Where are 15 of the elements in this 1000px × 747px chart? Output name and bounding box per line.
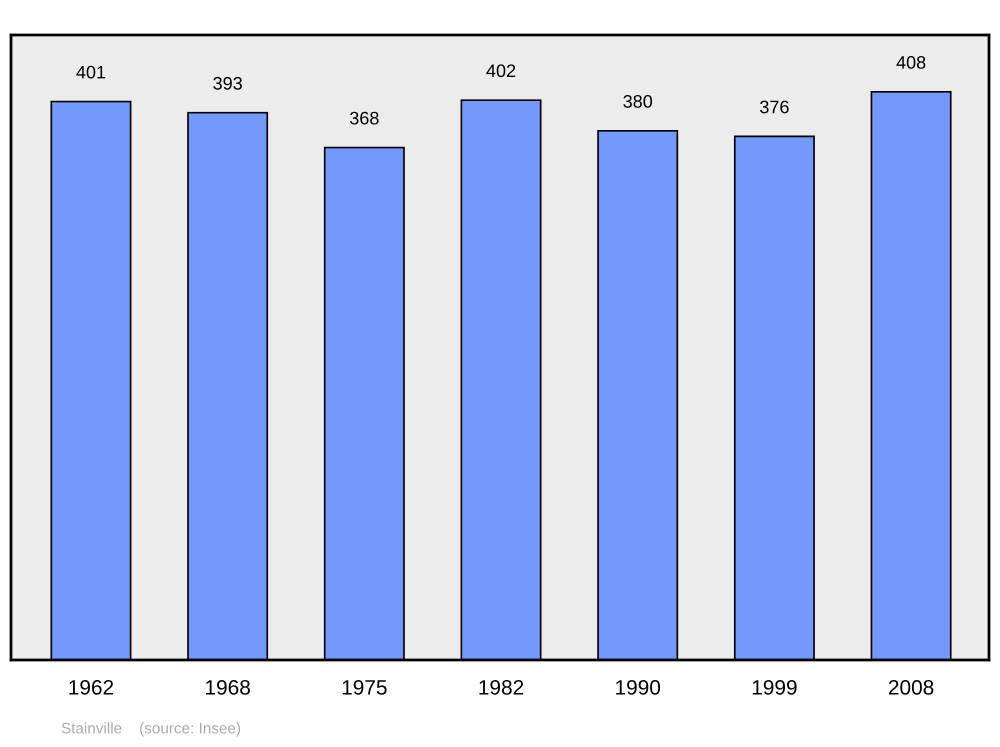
data-label: 408 xyxy=(896,56,926,69)
x-tick-label: 1962 xyxy=(69,680,114,695)
data-label: 401 xyxy=(76,66,106,79)
data-label: 380 xyxy=(623,95,652,108)
x-tick-label: 1990 xyxy=(616,680,660,695)
x-tick-label: 1975 xyxy=(342,680,387,695)
x-tick-label: 1999 xyxy=(752,680,797,695)
text: Stainville (source: Insee) xyxy=(62,722,240,737)
data-label: 393 xyxy=(213,76,242,90)
data-label: 376 xyxy=(760,100,789,114)
data-label: 368 xyxy=(350,112,379,125)
x-tick-label: 2008 xyxy=(888,680,934,695)
x-tick-label: 1982 xyxy=(479,680,524,695)
x-tick-label: 1968 xyxy=(206,680,250,695)
data-label: 402 xyxy=(486,64,516,78)
